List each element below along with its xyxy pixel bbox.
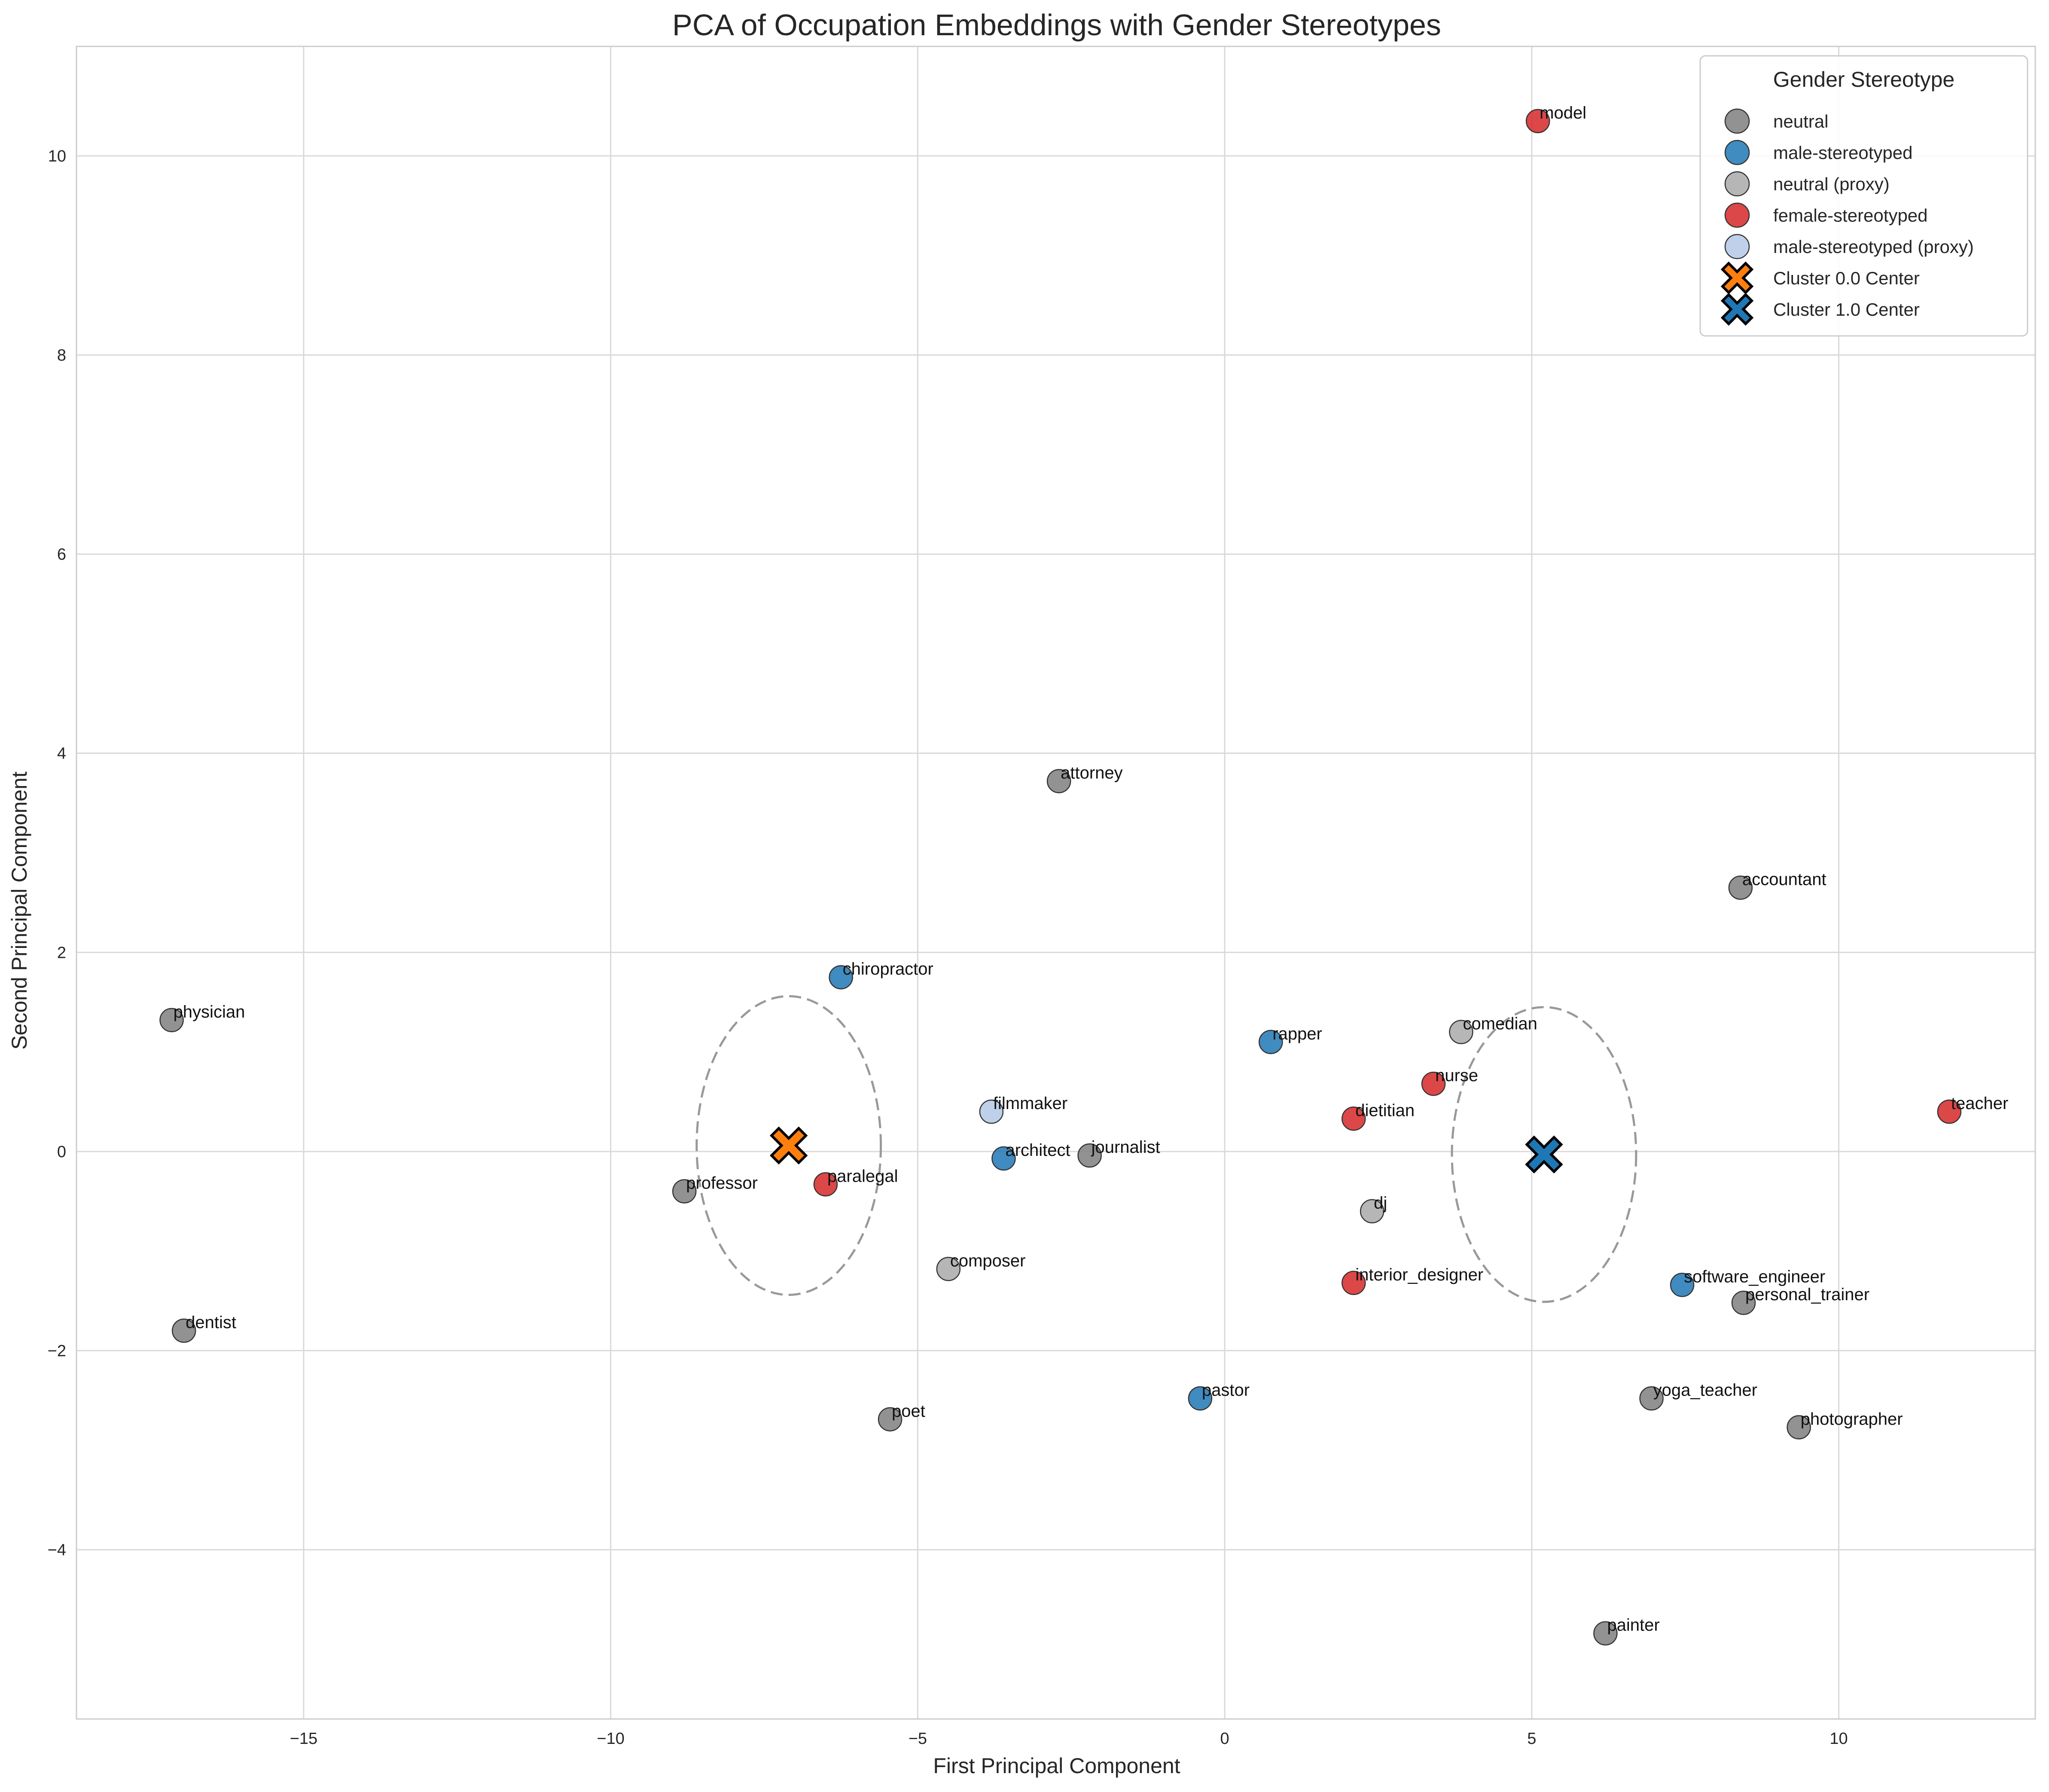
data-point-poet xyxy=(878,1407,903,1432)
y-tick-label: −4 xyxy=(48,1541,66,1559)
data-point-interior-designer xyxy=(1342,1271,1366,1295)
data-point-yoga-teacher xyxy=(1639,1386,1664,1411)
cluster-ellipses xyxy=(695,995,1637,1303)
x-tick-label: −10 xyxy=(597,1730,624,1748)
point-label-rapper: rapper xyxy=(1272,1024,1322,1043)
legend-marker-5 xyxy=(1720,261,1754,295)
point-label-painter: painter xyxy=(1607,1616,1659,1635)
point-label-pastor: pastor xyxy=(1202,1381,1250,1400)
x-axis-label: First Principal Component xyxy=(933,1754,1180,1778)
data-point-software-engineer xyxy=(1670,1273,1695,1297)
point-label-comedian: comedian xyxy=(1463,1015,1537,1033)
cluster-center-1-marker xyxy=(1525,1135,1563,1174)
point-label-chiropractor: chiropractor xyxy=(843,960,933,978)
point-label-poet: poet xyxy=(892,1402,925,1420)
point-label-physician: physician xyxy=(174,1003,245,1021)
point-label-photographer: photographer xyxy=(1801,1410,1903,1429)
data-point-chiropractor xyxy=(829,965,853,990)
y-tick-label: 8 xyxy=(57,347,66,365)
data-point-rapper xyxy=(1259,1030,1283,1054)
legend-label-1: male-stereotyped xyxy=(1773,143,1913,163)
x-tick-label: 0 xyxy=(1220,1730,1229,1748)
legend-marker-2 xyxy=(1724,171,1750,197)
tick-labels: −15 −10 −5 0 5 10 −4 −2 0 2 4 6 8 10 xyxy=(48,147,1848,1748)
data-point-dentist xyxy=(171,1318,196,1343)
data-points xyxy=(159,109,1962,1646)
legend-marker-3 xyxy=(1724,202,1750,228)
point-label-attorney: attorney xyxy=(1061,764,1123,783)
cluster-center-0-marker xyxy=(769,1126,808,1165)
y-tick-label: 0 xyxy=(57,1143,66,1161)
cluster-centers xyxy=(769,1126,1563,1174)
data-point-composer xyxy=(936,1257,961,1281)
data-point-model xyxy=(1525,109,1550,134)
legend-box xyxy=(1699,55,2028,337)
data-point-paralegal xyxy=(813,1172,838,1197)
data-point-dj xyxy=(1360,1199,1384,1224)
legend-label-6: Cluster 1.0 Center xyxy=(1773,299,1920,320)
cluster-ellipse-1 xyxy=(1451,1006,1637,1303)
legend-label-2: neutral (proxy) xyxy=(1773,174,1890,194)
legend-marker-6 xyxy=(1720,293,1754,326)
data-point-journalist xyxy=(1077,1143,1102,1168)
y-tick-label: 4 xyxy=(57,745,66,763)
point-label-interior-designer: interior_designer xyxy=(1355,1265,1483,1284)
x-tick-label: 10 xyxy=(1829,1730,1848,1748)
legend: Gender Stereotype neutral male-stereotyped… xyxy=(1699,55,2028,337)
point-label-journalist: journalist xyxy=(1091,1138,1160,1157)
plot-frame xyxy=(76,46,2036,1720)
point-label-filmmaker: filmmaker xyxy=(993,1094,1067,1113)
legend-label-0: neutral xyxy=(1773,111,1828,131)
data-point-attorney xyxy=(1046,769,1071,793)
point-label-dietitian: dietitian xyxy=(1355,1101,1415,1120)
data-point-personal-trainer xyxy=(1731,1290,1756,1315)
x-tick-label: −15 xyxy=(290,1730,317,1748)
point-label-dj: dj xyxy=(1374,1194,1387,1213)
point-label-architect: architect xyxy=(1005,1141,1070,1160)
y-axis-label: Second Principal Component xyxy=(7,771,31,1050)
legend-label-4: male-stereotyped (proxy) xyxy=(1773,237,1974,257)
legend-marker-0 xyxy=(1724,108,1750,134)
point-label-teacher: teacher xyxy=(1951,1094,2008,1113)
data-point-accountant xyxy=(1728,875,1753,900)
data-point-physician xyxy=(159,1008,184,1033)
legend-label-5: Cluster 0.0 Center xyxy=(1773,268,1920,288)
point-labels: model attorney accountant chiropractor physi… xyxy=(174,104,2009,1635)
point-label-dentist: dentist xyxy=(186,1313,236,1332)
point-label-nurse: nurse xyxy=(1435,1066,1478,1085)
x-tick-label: 5 xyxy=(1527,1730,1536,1748)
data-point-painter xyxy=(1593,1621,1618,1646)
data-point-filmmaker xyxy=(979,1099,1004,1124)
data-point-professor xyxy=(672,1179,697,1204)
point-label-software-engineer: software_engineer xyxy=(1684,1267,1825,1286)
legend-label-3: female-stereotyped xyxy=(1773,205,1928,226)
x-tick-label: −5 xyxy=(909,1730,927,1748)
data-point-photographer xyxy=(1787,1415,1811,1440)
point-label-professor: professor xyxy=(686,1174,758,1193)
point-label-yoga-teacher: yoga_teacher xyxy=(1653,1381,1757,1400)
point-label-model: model xyxy=(1540,104,1586,122)
point-label-composer: composer xyxy=(950,1251,1026,1270)
data-point-nurse xyxy=(1421,1071,1446,1096)
data-point-dietitian xyxy=(1342,1106,1366,1131)
point-label-accountant: accountant xyxy=(1742,870,1826,889)
data-point-pastor xyxy=(1188,1386,1213,1411)
data-point-teacher xyxy=(1937,1099,1962,1124)
legend-marker-4 xyxy=(1724,234,1750,259)
y-tick-label: 6 xyxy=(57,546,66,564)
point-label-personal-trainer: personal_trainer xyxy=(1745,1285,1869,1304)
legend-marker-1 xyxy=(1724,140,1750,165)
data-point-comedian xyxy=(1449,1020,1473,1044)
y-tick-label: −2 xyxy=(48,1342,66,1360)
legend-title: Gender Stereotype xyxy=(1773,67,1955,91)
point-label-paralegal: paralegal xyxy=(827,1167,898,1186)
cluster-ellipse-0 xyxy=(695,995,882,1296)
y-tick-label: 2 xyxy=(57,944,66,962)
chart-title: PCA of Occupation Embeddings with Gender… xyxy=(672,8,1441,42)
data-point-architect xyxy=(991,1146,1016,1171)
y-tick-label: 10 xyxy=(48,147,66,165)
